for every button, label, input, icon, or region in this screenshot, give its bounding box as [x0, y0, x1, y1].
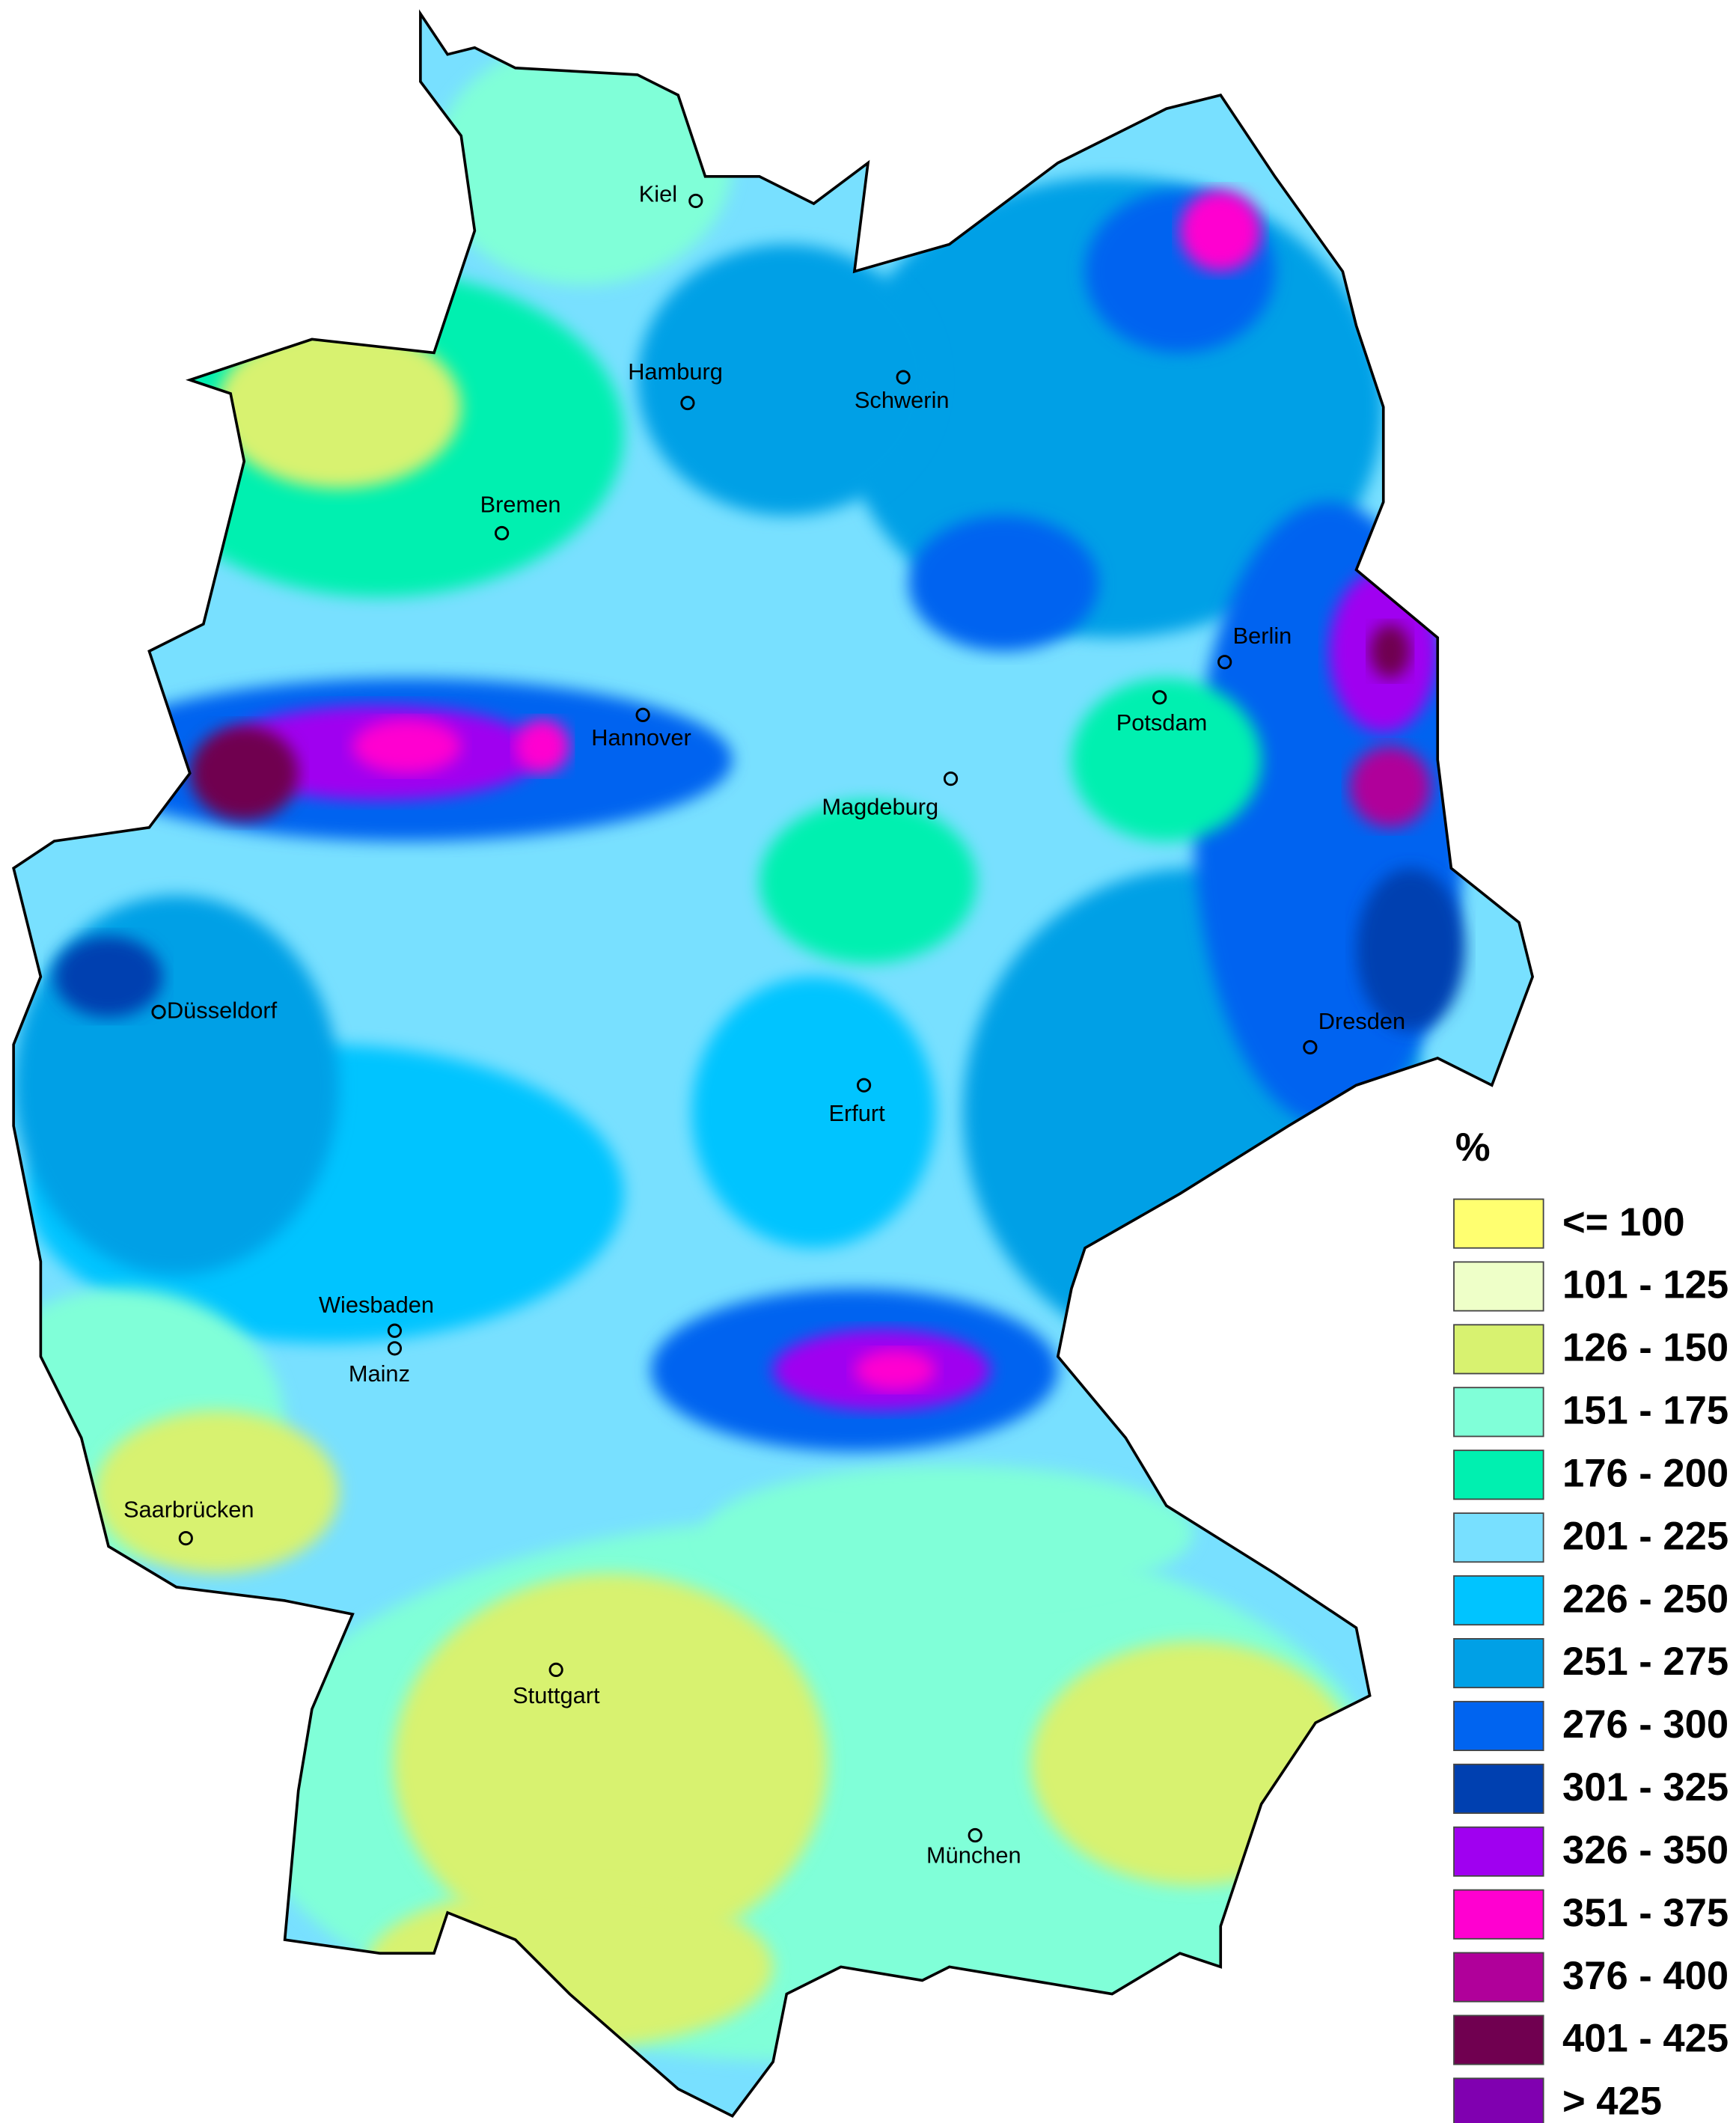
precip-zone [1356, 868, 1465, 1031]
precip-zone [217, 326, 462, 489]
city-marker [943, 771, 959, 786]
city-label: Düsseldorf [167, 997, 278, 1023]
legend-label: 276 - 300 [1562, 1702, 1729, 1747]
precip-zone [393, 1573, 828, 1954]
legend-swatch [1453, 1261, 1544, 1312]
city-marker [856, 1078, 872, 1093]
legend-swatch [1453, 1952, 1544, 2003]
legend-label: 326 - 350 [1562, 1828, 1729, 1872]
precip-zone [705, 1464, 1194, 1601]
precip-zone [1349, 746, 1431, 828]
legend-swatch [1453, 1889, 1544, 1940]
legend-label: <= 100 [1562, 1200, 1685, 1244]
city-marker [1303, 1039, 1318, 1055]
city-marker [635, 707, 650, 723]
legend-label: 351 - 375 [1562, 1891, 1729, 1935]
city-label: Mainz [349, 1360, 410, 1387]
legend-swatch [1453, 1198, 1544, 1249]
legend-label: 126 - 150 [1562, 1326, 1729, 1370]
precip-zone [1369, 623, 1410, 679]
precip-zone [691, 977, 936, 1248]
precip-zone [854, 1349, 936, 1391]
precip-zone [94, 1411, 340, 1574]
legend-label: 401 - 425 [1562, 2017, 1729, 2061]
legend-swatch [1453, 1512, 1544, 1563]
city-label: Schwerin [855, 387, 950, 413]
legend-label: > 425 [1562, 2080, 1662, 2123]
legend-swatch [1453, 1826, 1544, 1877]
precip-zone [366, 1885, 774, 2049]
cities: Kiel Hamburg Schwerin Bremen Berlin Potsdam Ha… [123, 180, 1405, 1868]
city-marker [495, 525, 510, 541]
precip-zone [352, 718, 462, 774]
city-label: Hannover [591, 724, 691, 751]
legend-swatch [1453, 1450, 1544, 1500]
city-label: Wiesbaden [319, 1292, 434, 1318]
legend-label: 226 - 250 [1562, 1577, 1729, 1621]
legend-label: 301 - 325 [1562, 1765, 1729, 1809]
legend-label: 176 - 200 [1562, 1451, 1729, 1495]
city-marker [896, 370, 911, 385]
city-marker [968, 1827, 982, 1843]
city-label: Berlin [1233, 623, 1292, 649]
legend-swatch [1453, 2077, 1544, 2123]
city-label: München [926, 1842, 1021, 1869]
legend-label: 251 - 275 [1562, 1640, 1729, 1684]
city-label: Bremen [480, 491, 561, 517]
legend-label: 201 - 225 [1562, 1514, 1729, 1558]
precip-zone [13, 895, 340, 1275]
legend-label: 376 - 400 [1562, 1954, 1729, 1998]
legend-swatch [1453, 1637, 1544, 1689]
city-marker [688, 193, 703, 209]
legend-swatch [1453, 1700, 1544, 1751]
city-marker [387, 1341, 403, 1356]
city-label: Hamburg [628, 358, 723, 385]
legend-swatch [1453, 1763, 1544, 1814]
precip-zone [637, 244, 936, 516]
precip-zone [434, 40, 733, 285]
precip-zone [760, 800, 977, 964]
precip-zone [908, 515, 1099, 652]
precip-zone [54, 935, 163, 1018]
city-marker [1217, 655, 1232, 670]
legend-label: 151 - 175 [1562, 1389, 1729, 1433]
city-marker [680, 395, 695, 411]
precip-zone [515, 718, 570, 774]
city-marker [548, 1662, 563, 1678]
city-marker [1152, 690, 1167, 705]
legend-swatch [1453, 2014, 1544, 2065]
legend-swatch [1453, 1575, 1544, 1626]
legend-title: % [1455, 1125, 1491, 1170]
city-marker [387, 1323, 403, 1338]
city-label: Saarbrücken [123, 1496, 254, 1522]
precip-zone [1030, 1641, 1357, 1886]
precip-zone [1071, 678, 1262, 841]
legend: % <= 100 101 - 125 126 - 150 151 - 175 176 - … [1440, 1112, 1736, 2123]
city-label: Stuttgart [513, 1682, 600, 1708]
city-marker [178, 1530, 193, 1546]
city-label: Kiel [639, 180, 677, 207]
city-label: Magdeburg [822, 794, 938, 820]
legend-label: 101 - 125 [1562, 1263, 1729, 1307]
precip-zone [1179, 189, 1262, 272]
legend-swatch [1453, 1387, 1544, 1438]
border [12, 9, 1535, 2119]
city-label: Dresden [1318, 1008, 1405, 1034]
precip-zone [189, 725, 299, 821]
city-label: Potsdam [1116, 709, 1208, 736]
city-label: Erfurt [828, 1100, 885, 1126]
legend-swatch [1453, 1324, 1544, 1375]
city-marker [151, 1004, 166, 1019]
